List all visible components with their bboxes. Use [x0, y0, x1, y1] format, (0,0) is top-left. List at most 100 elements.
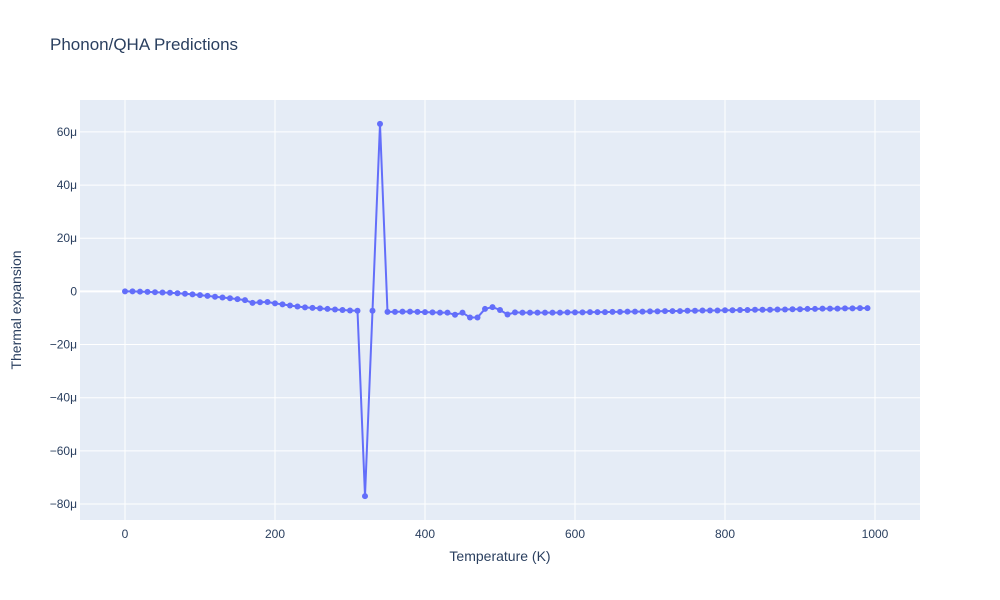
data-point[interactable]: [167, 289, 173, 296]
data-point[interactable]: [827, 305, 833, 312]
data-point[interactable]: [707, 307, 713, 314]
data-point[interactable]: [467, 314, 473, 321]
data-point[interactable]: [512, 309, 518, 316]
data-point[interactable]: [834, 305, 841, 312]
data-point[interactable]: [744, 307, 751, 313]
data-point[interactable]: [639, 308, 646, 315]
data-point[interactable]: [414, 308, 421, 315]
data-point[interactable]: [362, 493, 368, 500]
data-point[interactable]: [219, 294, 226, 301]
data-point[interactable]: [129, 288, 136, 295]
data-point[interactable]: [497, 307, 503, 313]
data-point[interactable]: [444, 309, 451, 316]
data-point[interactable]: [474, 314, 481, 321]
data-point[interactable]: [759, 306, 766, 313]
data-point[interactable]: [542, 309, 548, 316]
data-point[interactable]: [482, 305, 488, 312]
data-point[interactable]: [257, 299, 263, 306]
data-point[interactable]: [204, 292, 211, 299]
data-point[interactable]: [797, 306, 803, 313]
data-point[interactable]: [459, 309, 466, 316]
data-point[interactable]: [602, 309, 608, 316]
data-point[interactable]: [324, 305, 331, 312]
data-point[interactable]: [399, 308, 406, 315]
data-point[interactable]: [789, 306, 796, 313]
data-point[interactable]: [819, 305, 826, 312]
data-point[interactable]: [279, 301, 286, 308]
data-point[interactable]: [144, 288, 151, 295]
data-point[interactable]: [594, 309, 601, 316]
data-point[interactable]: [662, 308, 668, 315]
data-point[interactable]: [294, 303, 301, 310]
data-point[interactable]: [774, 306, 781, 313]
data-point[interactable]: [407, 308, 413, 315]
data-point[interactable]: [587, 309, 593, 316]
data-point[interactable]: [182, 290, 188, 297]
data-point[interactable]: [677, 308, 683, 315]
data-point[interactable]: [812, 305, 818, 312]
data-point[interactable]: [564, 309, 571, 316]
data-point[interactable]: [347, 307, 353, 314]
data-point[interactable]: [804, 305, 811, 312]
data-point[interactable]: [579, 309, 586, 316]
data-point[interactable]: [624, 308, 631, 315]
data-point[interactable]: [857, 305, 863, 312]
data-point[interactable]: [234, 296, 241, 303]
data-point[interactable]: [174, 290, 181, 297]
data-point[interactable]: [684, 307, 691, 314]
data-point[interactable]: [849, 305, 856, 312]
data-point[interactable]: [384, 308, 391, 315]
data-point[interactable]: [557, 309, 563, 316]
data-point[interactable]: [722, 307, 728, 314]
data-point[interactable]: [437, 309, 443, 316]
data-point[interactable]: [309, 304, 316, 311]
data-point[interactable]: [669, 308, 676, 315]
data-point[interactable]: [654, 308, 661, 315]
data-point[interactable]: [519, 309, 526, 316]
data-point[interactable]: [752, 306, 758, 313]
data-point[interactable]: [287, 302, 293, 309]
data-point[interactable]: [729, 307, 736, 314]
data-point[interactable]: [242, 297, 248, 304]
data-point[interactable]: [272, 300, 278, 307]
data-point[interactable]: [264, 299, 271, 306]
data-point[interactable]: [137, 288, 143, 295]
data-point[interactable]: [317, 305, 323, 312]
data-point[interactable]: [227, 295, 233, 302]
data-point[interactable]: [377, 120, 383, 127]
data-point[interactable]: [369, 307, 376, 314]
data-point[interactable]: [714, 307, 721, 314]
data-point[interactable]: [489, 304, 496, 311]
data-point[interactable]: [692, 307, 698, 314]
data-point[interactable]: [572, 309, 578, 316]
data-point[interactable]: [617, 308, 623, 315]
data-point[interactable]: [332, 306, 338, 313]
data-point[interactable]: [534, 309, 541, 316]
data-point[interactable]: [122, 288, 128, 295]
data-point[interactable]: [767, 306, 773, 313]
data-point[interactable]: [647, 308, 653, 315]
data-point[interactable]: [392, 308, 398, 315]
data-point[interactable]: [864, 305, 871, 312]
data-point[interactable]: [302, 304, 308, 311]
data-point[interactable]: [339, 307, 346, 313]
data-point[interactable]: [159, 289, 166, 296]
data-point[interactable]: [354, 307, 361, 314]
data-point[interactable]: [152, 289, 158, 296]
data-point[interactable]: [452, 311, 458, 318]
data-point[interactable]: [212, 293, 218, 300]
data-point[interactable]: [249, 299, 256, 306]
data-point[interactable]: [609, 308, 616, 315]
data-point[interactable]: [504, 311, 511, 318]
data-point[interactable]: [527, 309, 533, 316]
data-point[interactable]: [842, 305, 848, 312]
data-point[interactable]: [782, 306, 788, 313]
data-point[interactable]: [549, 309, 556, 316]
data-point[interactable]: [632, 308, 638, 315]
data-point[interactable]: [197, 292, 203, 299]
data-point[interactable]: [422, 309, 428, 316]
data-point[interactable]: [189, 291, 196, 298]
data-point[interactable]: [429, 309, 436, 316]
data-point[interactable]: [737, 307, 743, 313]
data-point[interactable]: [699, 307, 706, 314]
